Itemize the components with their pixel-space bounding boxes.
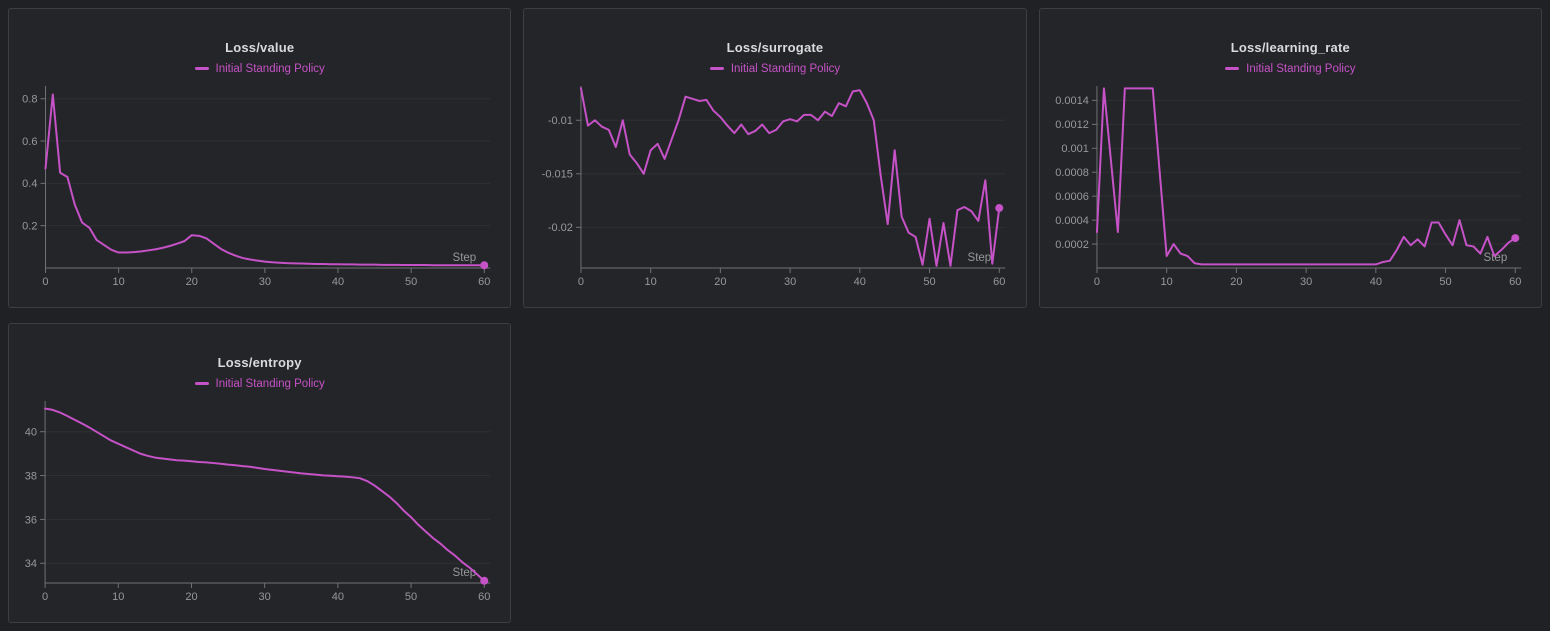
legend-item[interactable]: Initial Standing Policy (9, 61, 510, 76)
x-tick-label: 60 (478, 591, 490, 603)
x-tick-label: 0 (42, 276, 48, 288)
x-tick-label: 50 (405, 276, 417, 288)
x-tick-label: 10 (112, 276, 124, 288)
y-tick-label: 0.0014 (1055, 95, 1089, 107)
y-tick-label: 34 (25, 558, 37, 570)
x-tick-label: 30 (784, 276, 796, 288)
legend-label: Initial Standing Policy (1246, 62, 1356, 75)
y-tick-label: -0.02 (548, 222, 573, 234)
x-axis: 0 10 20 30 40 50 60 (1094, 267, 1521, 288)
series-end-dot (480, 261, 489, 270)
x-axis-title: Step (453, 252, 477, 264)
y-tick-label: 0.0004 (1055, 215, 1089, 227)
y-tick-label: 0.8 (22, 94, 37, 106)
series-line (44, 407, 486, 582)
x-axis: 0 10 20 30 40 50 60 (42, 582, 490, 603)
x-tick-label: 60 (993, 276, 1005, 288)
series-end-dot (1510, 234, 1519, 243)
y-axis: 0.0002 0.0004 0.0006 0.0008 0.001 0.0012 0.001… (1055, 86, 1098, 268)
y-tick-label: -0.015 (542, 169, 573, 181)
grid-lines (45, 98, 491, 227)
x-tick-label: 0 (578, 276, 584, 288)
legend-dash-icon (194, 67, 209, 70)
series-line (1095, 87, 1516, 266)
grid-lines (1096, 99, 1521, 245)
x-tick-label: 60 (1509, 276, 1521, 288)
chart-panel-loss-learning-rate: Loss/learning_rate Initial Standing Poli… (1038, 8, 1542, 308)
legend-dash-icon (194, 382, 209, 385)
x-tick-label: 40 (1369, 276, 1381, 288)
x-tick-label: 20 (186, 276, 198, 288)
x-tick-label: 40 (332, 276, 344, 288)
x-tick-label: 40 (854, 276, 866, 288)
x-tick-label: 20 (185, 591, 197, 603)
chart-title: Loss/learning_rate (1230, 40, 1350, 55)
y-axis: 0.2 0.4 0.6 0.8 (22, 86, 46, 268)
chart-title: Loss/value (225, 40, 295, 55)
x-tick-label: 0 (1094, 276, 1100, 288)
x-tick-label: 30 (259, 276, 271, 288)
x-axis: 0 10 20 30 40 50 60 (578, 267, 1006, 288)
y-tick-label: 0.4 (22, 178, 37, 190)
legend-item[interactable]: Initial Standing Policy (9, 376, 510, 391)
legend-item[interactable]: Initial Standing Policy (1040, 61, 1541, 76)
x-tick-label: 50 (405, 591, 417, 603)
y-tick-label: 0.0008 (1055, 167, 1089, 179)
y-tick-label: 40 (25, 427, 37, 439)
chart-title: Loss/entropy (217, 355, 302, 370)
x-axis-title: Step (1483, 252, 1507, 264)
y-axis: -0.01 -0.015 -0.02 (542, 86, 582, 268)
legend-item[interactable]: Initial Standing Policy (524, 61, 1025, 76)
x-tick-label: 40 (332, 591, 344, 603)
chart-panel-loss-value: Loss/value Initial Standing Policy 0.2 0.… (8, 8, 512, 308)
y-tick-label: 0.0006 (1055, 191, 1089, 203)
legend-label: Initial Standing Policy (730, 62, 841, 75)
legend-label: Initial Standing Policy (215, 377, 325, 390)
legend-dash-icon (1225, 67, 1240, 70)
x-tick-label: 20 (1230, 276, 1242, 288)
y-tick-label: -0.01 (548, 115, 573, 127)
y-tick-label: 0.2 (22, 221, 37, 233)
x-tick-label: 10 (112, 591, 124, 603)
series-line (44, 93, 486, 267)
x-tick-label: 20 (715, 276, 727, 288)
x-axis-title: Step (453, 567, 477, 579)
series-end-dot (995, 204, 1004, 213)
x-tick-label: 30 (259, 591, 271, 603)
series-end-dot (480, 576, 489, 585)
y-axis: 34 36 38 40 (25, 401, 46, 583)
x-tick-label: 30 (1300, 276, 1312, 288)
chart-panel-loss-surrogate: Loss/surrogate Initial Standing Policy -… (523, 8, 1027, 308)
y-tick-label: 36 (25, 514, 37, 526)
x-tick-label: 10 (645, 276, 657, 288)
x-axis: 0 10 20 30 40 50 60 (42, 267, 490, 288)
y-tick-label: 0.6 (22, 136, 37, 148)
x-tick-label: 10 (1160, 276, 1172, 288)
x-tick-label: 50 (1439, 276, 1451, 288)
grid-lines (45, 431, 491, 564)
x-tick-label: 50 (924, 276, 936, 288)
series-line (580, 87, 1001, 267)
chart-canvas-loss-learning-rate[interactable]: 0.0002 0.0004 0.0006 0.0008 0.001 0.0012 0.001… (1040, 80, 1541, 305)
x-tick-label: 60 (478, 276, 490, 288)
y-tick-label: 38 (25, 470, 37, 482)
x-axis-title: Step (968, 252, 992, 264)
legend-label: Initial Standing Policy (215, 62, 325, 75)
legend-dash-icon (709, 67, 724, 70)
y-tick-label: 0.0012 (1055, 119, 1089, 131)
y-tick-label: 0.001 (1061, 143, 1089, 155)
chart-title: Loss/surrogate (726, 40, 824, 55)
y-tick-label: 0.0002 (1055, 239, 1089, 251)
chart-panel-loss-entropy: Loss/entropy Initial Standing Policy 34 3… (8, 323, 512, 623)
x-tick-label: 0 (42, 591, 48, 603)
